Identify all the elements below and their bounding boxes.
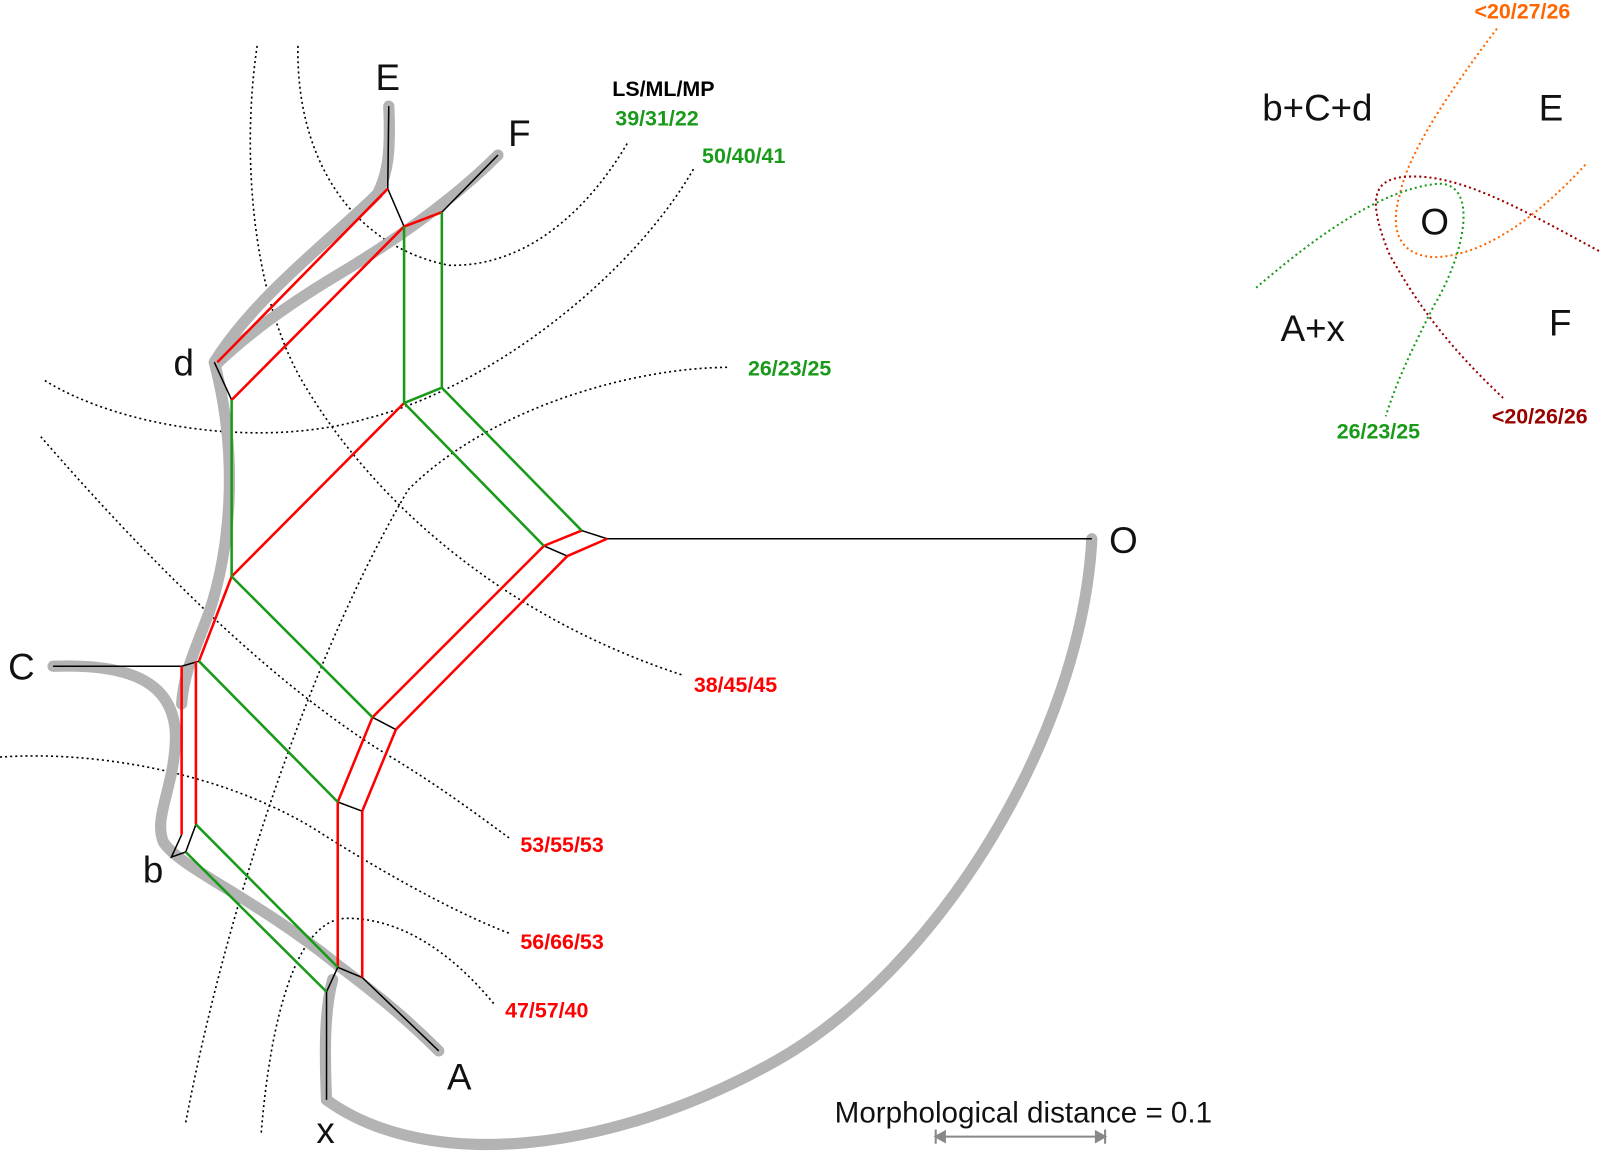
taxon-d: d — [173, 342, 193, 383]
inset-group-O: O — [1420, 202, 1449, 243]
support-value: 38/45/45 — [694, 673, 777, 697]
inset-value-green: 26/23/25 — [1337, 420, 1420, 444]
taxon-A: A — [447, 1057, 472, 1098]
green-splits — [184, 212, 583, 993]
scale-bar-arrows — [933, 1129, 1108, 1144]
taxon-C: C — [8, 647, 35, 688]
inset-diagram: b+C+d E O A+x F <20/27/26 <20/26/26 26/2… — [1255, 0, 1600, 444]
scale-bar-label: Morphological distance = 0.1 — [835, 1096, 1212, 1129]
inset-group-E: E — [1539, 87, 1564, 128]
inset-group-F: F — [1549, 303, 1571, 344]
scale-bar: Morphological distance = 0.1 — [835, 1096, 1212, 1144]
support-value: 26/23/25 — [748, 356, 831, 380]
taxon-b: b — [143, 850, 163, 891]
red-splits — [180, 187, 608, 978]
support-value: 47/57/40 — [505, 998, 588, 1022]
inset-value-orange: <20/27/26 — [1474, 0, 1570, 23]
black-edges — [53, 106, 1092, 1100]
gray-branches — [47, 100, 1098, 1150]
support-value: 56/66/53 — [520, 930, 603, 954]
inset-group-Ax: A+x — [1281, 308, 1345, 349]
taxon-E: E — [376, 57, 401, 98]
split-guides — [0, 45, 730, 1133]
inset-value-darkred: <20/26/26 — [1492, 404, 1588, 428]
taxon-x: x — [316, 1110, 334, 1151]
support-value: 53/55/53 — [520, 833, 603, 857]
inset-group-bcd: b+C+d — [1262, 87, 1372, 128]
support-header: LS/ML/MP — [612, 77, 714, 101]
support-value: 50/40/41 — [702, 144, 785, 168]
taxon-O: O — [1109, 520, 1138, 561]
taxon-F: F — [508, 113, 530, 154]
support-value: 39/31/22 — [615, 107, 698, 131]
